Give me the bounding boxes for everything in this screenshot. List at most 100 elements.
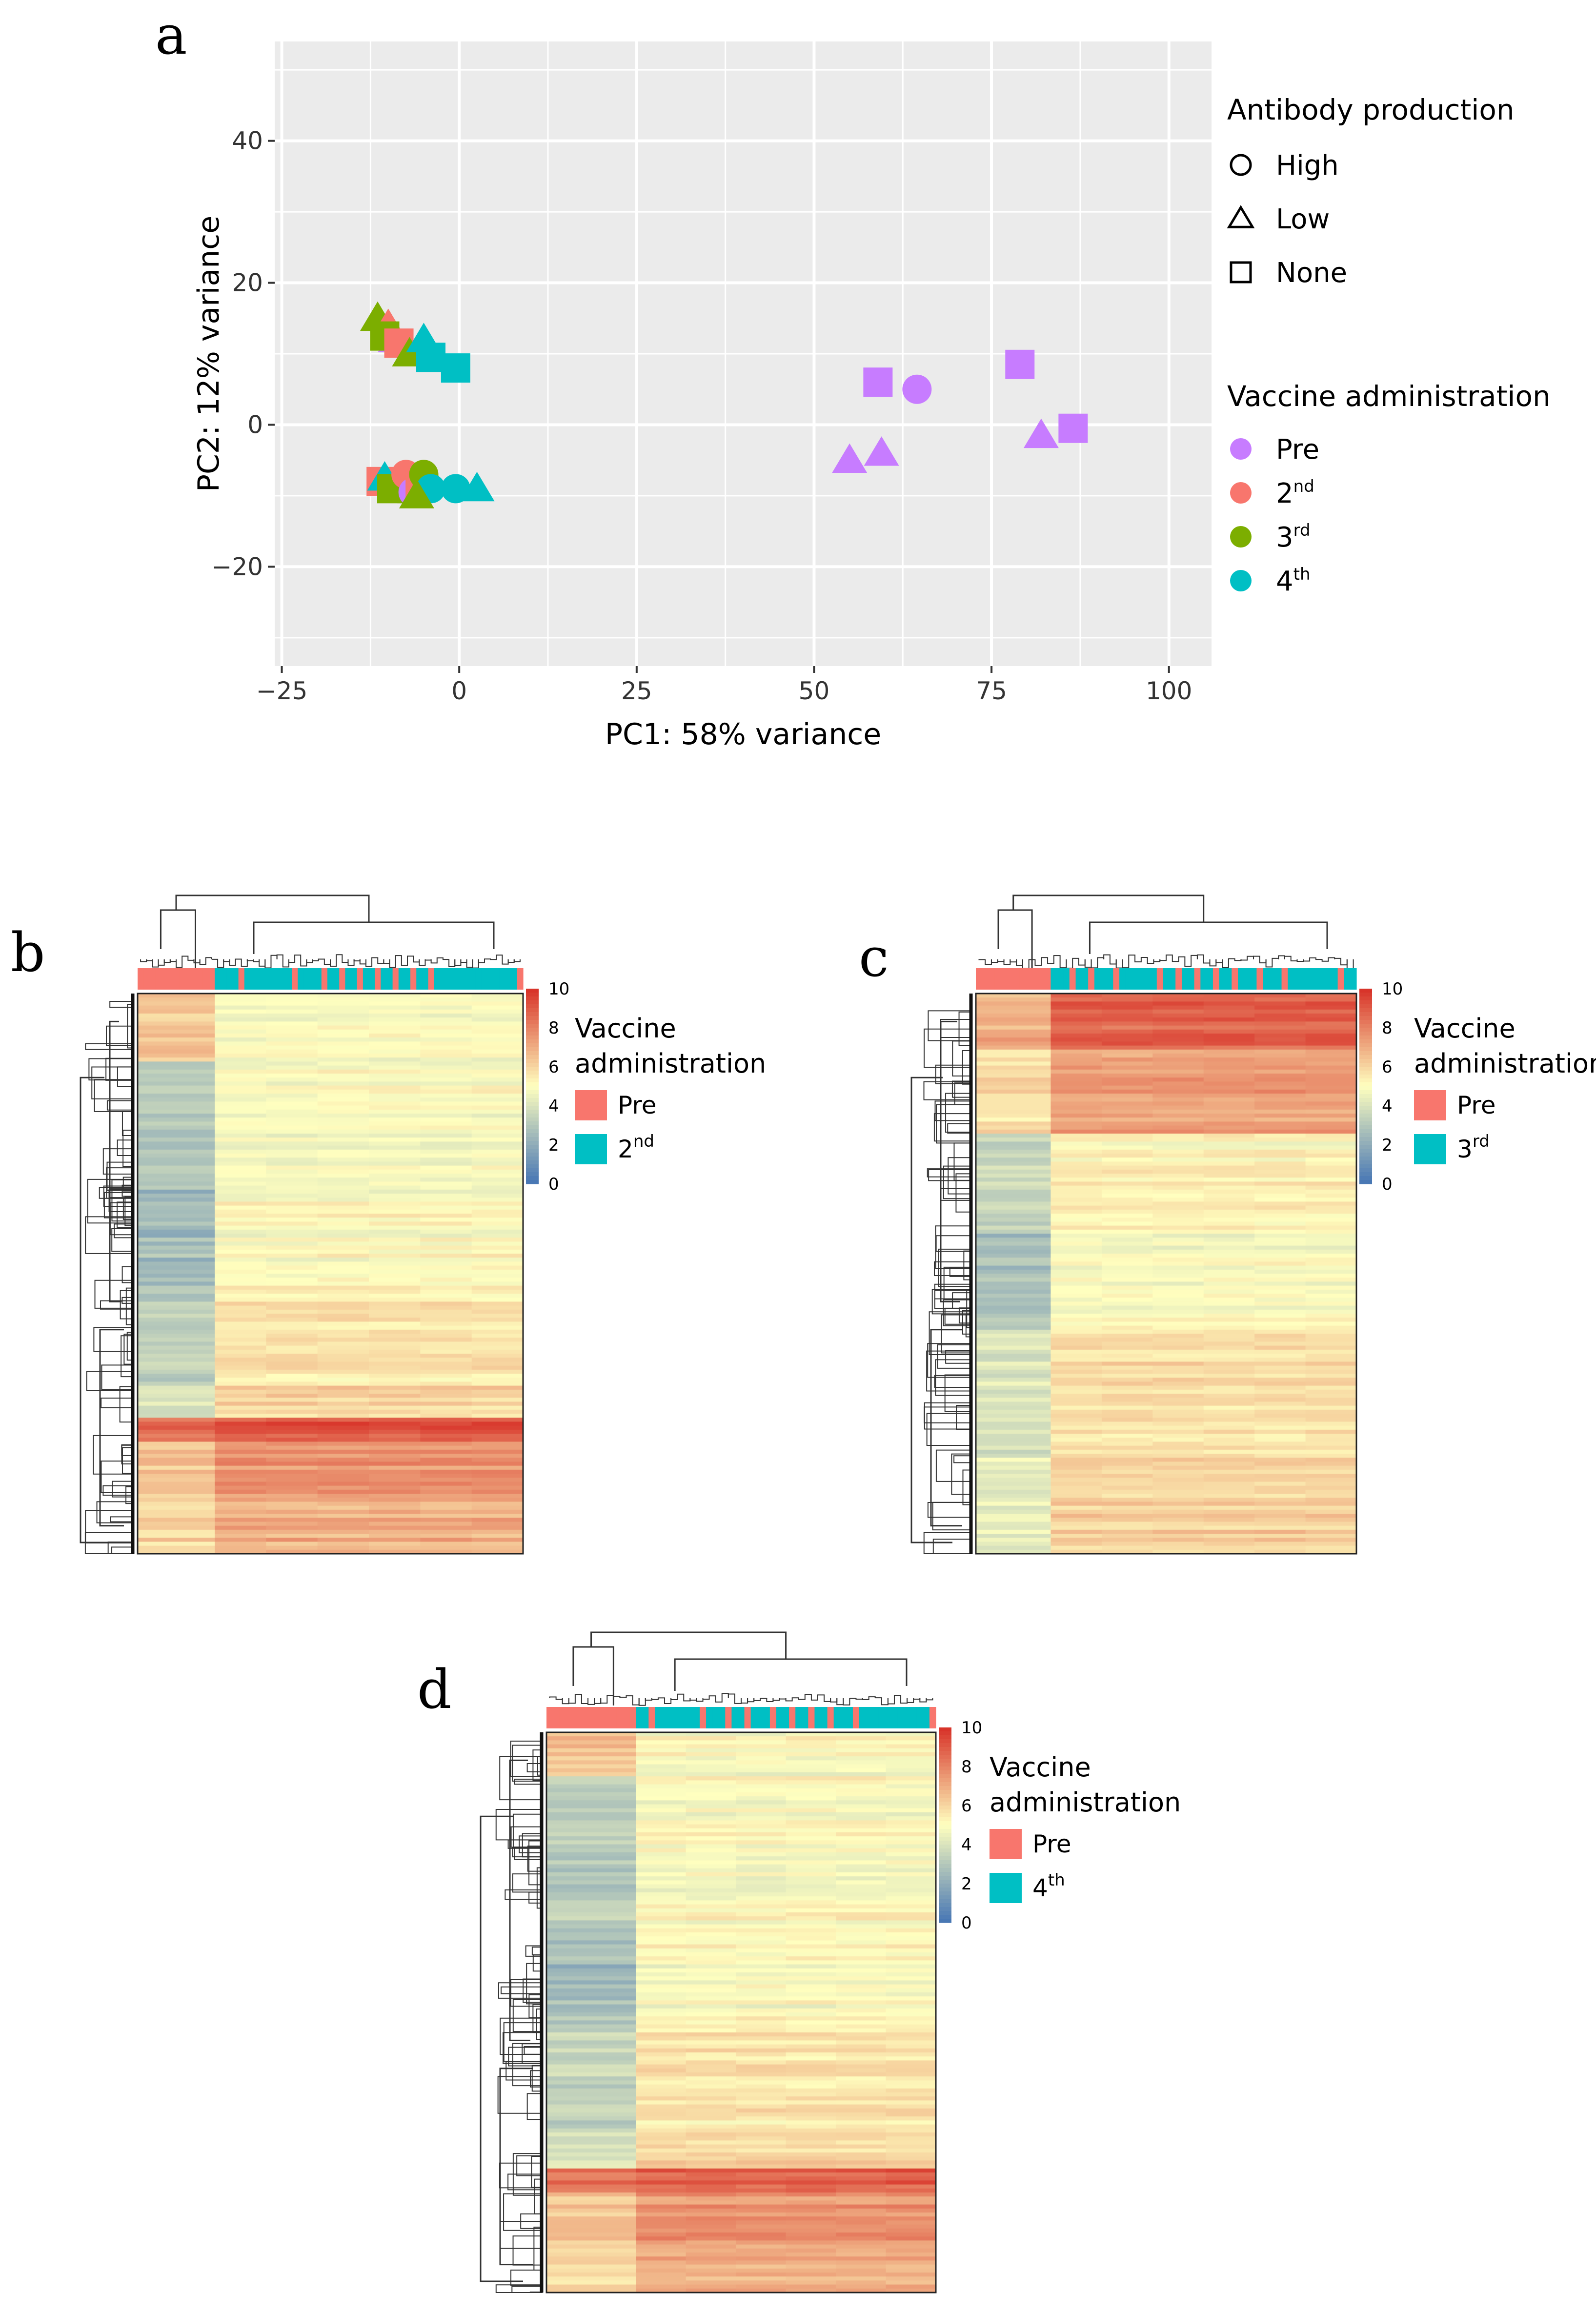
color-scale-segment [526, 1114, 539, 1118]
heatmap-cell-post [886, 1896, 936, 1901]
annotation-cell [1175, 968, 1182, 990]
heatmap-cell-post [1305, 1318, 1357, 1322]
heatmap-cell-post [317, 1089, 369, 1094]
color-scale-segment [526, 1129, 539, 1134]
heatmap-cell-post [1051, 1489, 1102, 1494]
annotation-cell [410, 968, 417, 990]
heatmap-cell-pre [138, 1434, 215, 1438]
heatmap-cell-post [1254, 1274, 1306, 1278]
heatmap-cell-pre [138, 1394, 215, 1398]
heatmap-cell-post [836, 2108, 887, 2113]
dendrogram-leaf-branch [931, 1289, 972, 1315]
heatmap-cell-post [1254, 1414, 1306, 1418]
dendrogram-leaf-branch [498, 1982, 543, 1999]
heatmap-cell-post [215, 1189, 266, 1194]
heatmap-cell-pre [976, 1229, 1051, 1234]
heatmap-cell-post [1152, 1425, 1204, 1430]
heatmap-cell-pre [546, 2004, 636, 2009]
heatmap-cell-post [1305, 1101, 1357, 1106]
dendrogram-leaf-branch [510, 1740, 543, 1777]
heatmap-cell-post [1152, 1221, 1204, 1226]
heatmap-cell-post [886, 2284, 936, 2289]
heatmap-cell-post [1101, 1385, 1153, 1390]
heatmap-cell-post [1305, 1261, 1357, 1266]
heatmap-cell-post [836, 1868, 887, 1873]
dendrogram-leaf-branch [106, 1100, 134, 1111]
heatmap-cell-post [1203, 1085, 1255, 1090]
heatmap-cell-pre [138, 1141, 215, 1146]
heatmap-cell-post [1101, 1054, 1153, 1058]
heatmap-cell-post [420, 1409, 472, 1414]
heatmap-cell-post [317, 1289, 369, 1294]
heatmap-cell-post [266, 1129, 318, 1134]
dendrogram-leaf-branch [613, 1696, 621, 1698]
heatmap-cell-post [1203, 1309, 1255, 1314]
dendrogram-leaf-branch [111, 1228, 134, 1252]
heatmap-cell-post [1254, 1001, 1306, 1006]
heatmap-cell-post [1203, 1265, 1255, 1270]
heatmap-cell-post [1203, 1505, 1255, 1510]
color-scale-segment [939, 1735, 951, 1740]
legend-color-label: 4th [1276, 565, 1311, 597]
heatmap-cell-post [686, 1908, 736, 1913]
dendrogram-leaf-branch [928, 1010, 972, 1041]
heatmap-cell-post [369, 1474, 421, 1478]
annotation-cell [404, 968, 411, 990]
heatmap-cell-post [420, 1241, 472, 1246]
heatmap-cell-post [1254, 1081, 1306, 1086]
heatmap-cell-post [266, 1085, 318, 1090]
heatmap-cell-pre [138, 1369, 215, 1374]
heatmap-cell-post [736, 1976, 787, 1981]
heatmap-cell-post [836, 2268, 887, 2273]
heatmap-cell-post [1152, 1349, 1204, 1354]
heatmap-cell-post [786, 1872, 836, 1877]
heatmap-cell-post [215, 1365, 266, 1370]
legend-color-key [1230, 438, 1252, 460]
color-scale-segment [1359, 1051, 1372, 1056]
dendrogram-leaf-branch [127, 1003, 134, 1049]
heatmap-cell-post [420, 1137, 472, 1142]
heatmap-cell-post [786, 1744, 836, 1749]
heatmap-cell-post [886, 2228, 936, 2233]
heatmap-cell-post [471, 1097, 524, 1102]
heatmap-cell-post [1203, 1425, 1255, 1430]
heatmap-cell-post [836, 2016, 887, 2021]
heatmap-cell-post [686, 1732, 736, 1737]
heatmap-cell-pre [546, 2233, 636, 2237]
dendrogram-leaf-branch [306, 959, 313, 963]
heatmap-cell-post [1152, 1029, 1204, 1034]
heatmap-cell-pre [138, 1061, 215, 1066]
heatmap-cell-post [886, 1844, 936, 1849]
heatmap-cell-pre [976, 1441, 1051, 1446]
heatmap-cell-post [786, 1784, 836, 1789]
heatmap-cell-post [471, 1369, 524, 1374]
heatmap-cell-post [786, 1860, 836, 1865]
heatmap-cell-post [1051, 994, 1102, 998]
heatmap-cell-pre [546, 1884, 636, 1889]
heatmap-cell-post [1203, 1318, 1255, 1322]
dendrogram-leaf-branch [430, 959, 438, 964]
heatmap-cell-post [266, 1305, 318, 1310]
heatmap-cell-post [215, 1438, 266, 1442]
heatmap-cell-pre [546, 1752, 636, 1757]
heatmap-cell-post [1051, 1294, 1102, 1298]
heatmap-cell-post [266, 1045, 318, 1050]
heatmap-cell-post [636, 2072, 687, 2077]
heatmap-cell-post [786, 2240, 836, 2245]
heatmap-cell-pre [546, 1992, 636, 1997]
color-scale-tick-label: 6 [1382, 1057, 1393, 1077]
color-scale-tick-label: 0 [1382, 1175, 1393, 1194]
heatmap-cell-pre [138, 1089, 215, 1094]
heatmap-cell-pre [976, 1034, 1051, 1038]
heatmap-cell-post [215, 1134, 266, 1138]
heatmap-cell-post [215, 1498, 266, 1502]
heatmap-cell-pre [546, 2176, 636, 2181]
heatmap-cell-post [215, 1401, 266, 1406]
heatmap-cell-post [369, 1505, 421, 1510]
dendrogram-leaf-branch [117, 1201, 134, 1228]
heatmap-cell-post [1051, 1009, 1102, 1014]
annotation-cell [333, 968, 340, 990]
heatmap-cell-post [471, 1041, 524, 1046]
heatmap-cell-post [636, 1776, 687, 1781]
heatmap-cell-post [1051, 1121, 1102, 1126]
